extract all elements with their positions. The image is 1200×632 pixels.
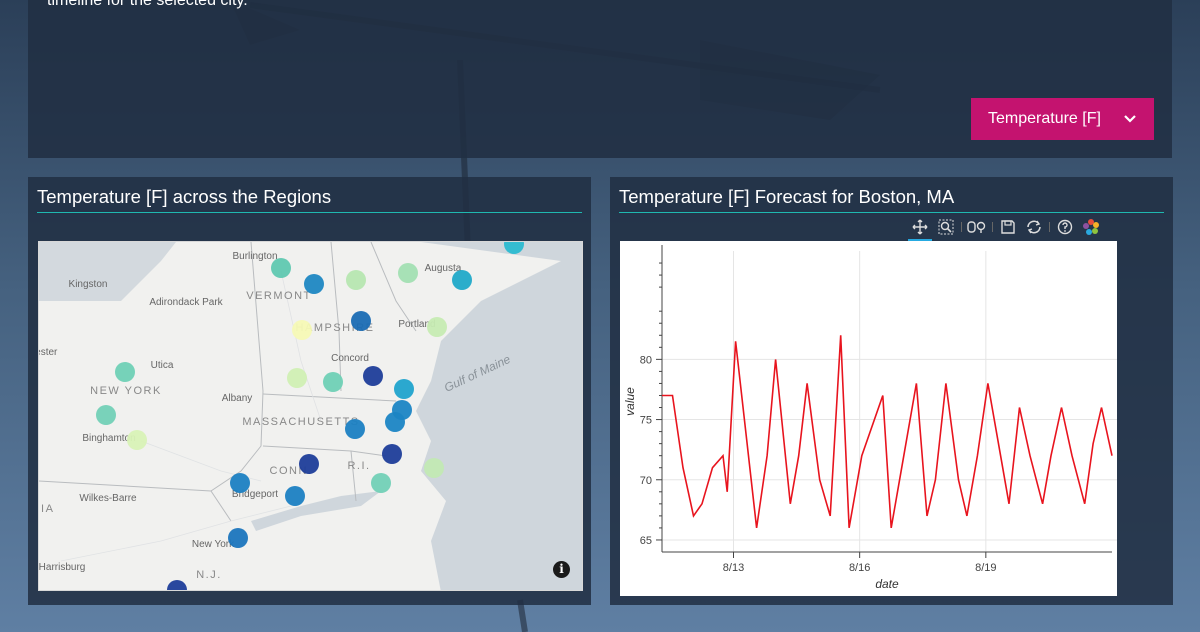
- sound-area: [251, 491, 381, 531]
- toolbar-separator: [992, 222, 993, 232]
- city-marker[interactable]: [363, 366, 383, 386]
- map-place-label: Portland: [398, 319, 435, 330]
- map-info-icon[interactable]: i: [553, 561, 570, 578]
- map-canvas[interactable]: Burlington Augusta Kingston Adirondack Park…: [39, 242, 583, 591]
- map-panel: Temperature [F] across the Regions: [28, 177, 591, 605]
- city-marker[interactable]: [299, 454, 319, 474]
- chart-title-divider: [619, 212, 1164, 213]
- city-marker[interactable]: [285, 486, 305, 506]
- header-panel: timeline for the selected city. Temperat…: [28, 0, 1172, 158]
- region-map[interactable]: Burlington Augusta Kingston Adirondack Park…: [38, 241, 583, 591]
- map-place-label: N.J.: [196, 569, 222, 581]
- reset-tool-button[interactable]: [1022, 216, 1046, 238]
- city-marker[interactable]: [271, 258, 291, 278]
- reset-icon: [1027, 220, 1041, 234]
- header-description: timeline for the selected city.: [47, 0, 248, 9]
- state-borders: [39, 242, 417, 522]
- wheel-zoom-icon: [967, 221, 986, 233]
- wheel-zoom-tool-button[interactable]: [965, 216, 989, 238]
- map-place-label: Bridgeport: [232, 489, 278, 500]
- city-marker[interactable]: [371, 473, 391, 493]
- chart-toolbar: [908, 215, 1103, 241]
- map-place-label: Kingston: [69, 279, 108, 290]
- y-axis-label: value: [623, 387, 637, 416]
- variable-dropdown[interactable]: Temperature [F]: [971, 98, 1154, 140]
- map-place-label: Harrisburg: [39, 562, 85, 573]
- map-place-label: Albany: [222, 393, 253, 404]
- city-marker[interactable]: [167, 580, 187, 591]
- map-place-label: Utica: [151, 360, 174, 371]
- city-marker[interactable]: [394, 379, 414, 399]
- bokeh-logo-link[interactable]: [1079, 216, 1103, 238]
- city-marker[interactable]: [424, 458, 444, 478]
- map-panel-title: Temperature [F] across the Regions: [37, 186, 332, 207]
- city-marker[interactable]: [452, 270, 472, 290]
- city-marker[interactable]: [382, 444, 402, 464]
- forecast-chart-canvas[interactable]: 65 70 75 80 8/13 8/16 8/19 date value: [620, 241, 1117, 596]
- y-tick-label: 75: [640, 415, 652, 427]
- map-place-label: Burlington: [232, 251, 277, 262]
- city-marker[interactable]: [323, 372, 343, 392]
- save-icon: [1001, 220, 1015, 234]
- box-zoom-tool-button[interactable]: [934, 216, 958, 238]
- x-tick-label: 8/13: [723, 562, 744, 574]
- pan-icon: [912, 219, 928, 235]
- chart-panel: Temperature [F] Forecast for Boston, MA: [610, 177, 1173, 605]
- city-marker[interactable]: [228, 528, 248, 548]
- variable-dropdown-label: Temperature [F]: [988, 110, 1101, 127]
- toolbar-separator: [961, 222, 962, 232]
- bokeh-logo-icon: [1083, 219, 1099, 235]
- city-marker[interactable]: [96, 405, 116, 425]
- temperature-series-line: [662, 335, 1113, 529]
- help-tool-button[interactable]: [1053, 216, 1077, 238]
- y-tick-label: 80: [640, 354, 652, 366]
- map-place-label: Augusta: [425, 263, 462, 274]
- forecast-chart[interactable]: 65 70 75 80 8/13 8/16 8/19 date value: [620, 241, 1117, 596]
- x-tick-label: 8/19: [975, 562, 996, 574]
- chart-axes: [661, 245, 1112, 553]
- city-marker[interactable]: [127, 430, 147, 450]
- city-marker[interactable]: [427, 317, 447, 337]
- chevron-down-icon: [1124, 115, 1136, 123]
- map-place-label: New York: [192, 539, 235, 550]
- city-marker[interactable]: [230, 473, 250, 493]
- city-marker[interactable]: [304, 274, 324, 294]
- map-place-label: NEW YORK: [90, 385, 162, 397]
- toolbar-separator: [1049, 222, 1050, 232]
- x-tick-label: 8/16: [849, 562, 870, 574]
- city-marker[interactable]: [287, 368, 307, 388]
- city-marker[interactable]: [385, 412, 405, 432]
- city-marker[interactable]: [292, 320, 312, 340]
- map-title-divider: [37, 212, 582, 213]
- x-axis-label: date: [875, 577, 899, 591]
- map-place-label: Adirondack Park: [149, 297, 223, 308]
- map-place-label: Concord: [331, 353, 369, 364]
- city-marker[interactable]: [398, 263, 418, 283]
- map-place-label: R.I.: [347, 460, 370, 472]
- map-place-label: Binghamton: [82, 433, 135, 444]
- y-tick-label: 70: [640, 475, 652, 487]
- lake-area: [39, 242, 176, 301]
- map-place-label: chester: [39, 347, 58, 358]
- pan-tool-button[interactable]: [908, 216, 932, 241]
- city-marker[interactable]: [115, 362, 135, 382]
- city-marker[interactable]: [345, 419, 365, 439]
- city-marker[interactable]: [504, 242, 524, 254]
- save-tool-button[interactable]: [996, 216, 1020, 238]
- box-zoom-icon: [938, 219, 954, 235]
- city-marker[interactable]: [346, 270, 366, 290]
- y-tick-label: 65: [640, 535, 652, 547]
- map-place-label: MASSACHUSETTS: [242, 416, 359, 428]
- map-place-label: VERMONT: [246, 290, 312, 302]
- map-place-label: Wilkes-Barre: [79, 493, 137, 504]
- city-marker[interactable]: [351, 311, 371, 331]
- ocean-area: [416, 242, 582, 590]
- chart-panel-title: Temperature [F] Forecast for Boston, MA: [619, 186, 955, 207]
- map-place-label: NIA: [39, 503, 54, 515]
- help-icon: [1057, 219, 1073, 235]
